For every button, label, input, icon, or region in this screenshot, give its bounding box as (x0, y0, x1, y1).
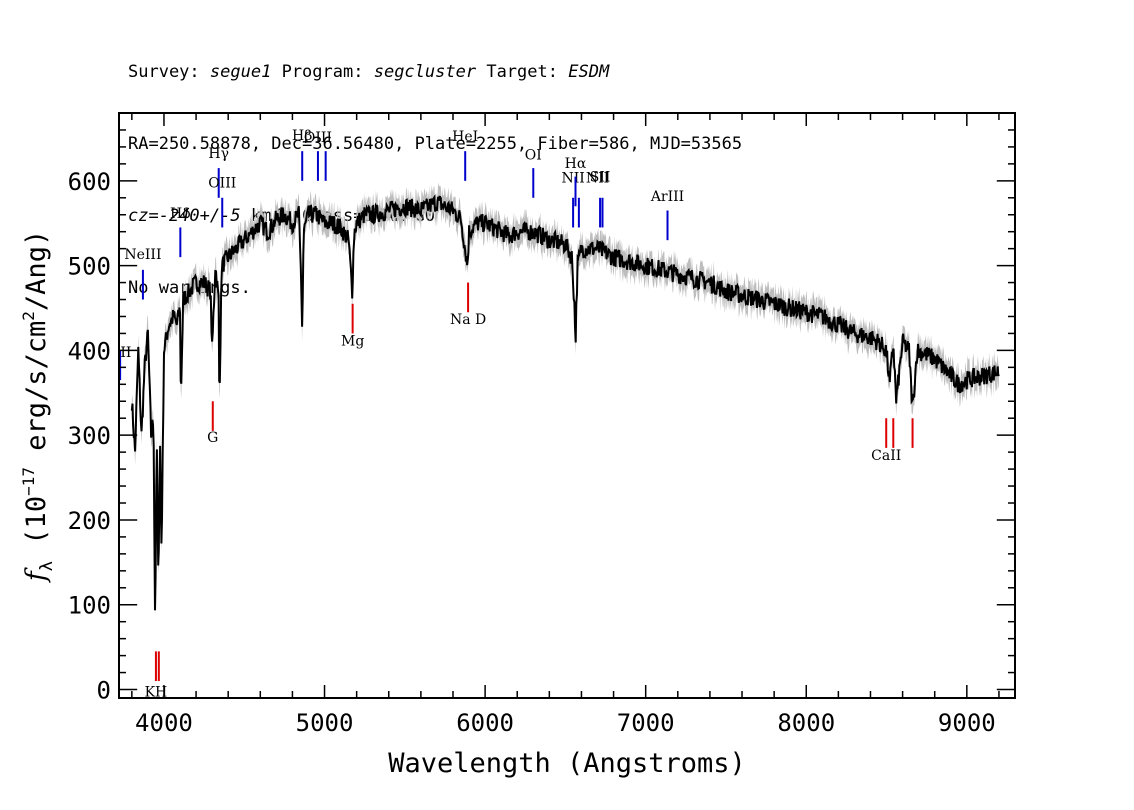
absorption-line-label: G (207, 430, 218, 446)
flux-line (130, 194, 1000, 611)
y-axis-title: fλ (10−17 erg/s/cm2/Ang) (19, 230, 57, 583)
emission-line-label: Hδ (170, 206, 191, 222)
emission-line-label: Hγ (208, 146, 229, 162)
emission-line-label: Hα (565, 156, 587, 172)
emission-line-label: OI (525, 148, 542, 164)
y-axis-suffix: /Ang) (21, 230, 52, 311)
program-label: Program: (281, 62, 364, 82)
emission-line-label: OIII (304, 130, 332, 146)
target-label: Target: (486, 62, 558, 82)
plot-frame (118, 112, 1016, 699)
emission-line-label: NII (586, 171, 609, 187)
y-axis-prefix: (10 (21, 496, 52, 561)
emission-line-label: OII (109, 345, 132, 361)
emission-line-label: HeI (452, 129, 478, 145)
y-tick-label: 0 (97, 677, 111, 705)
emission-line-label: OIII (208, 176, 236, 192)
target-value: ESDM (568, 62, 610, 82)
absorption-line-label: CaII (871, 448, 901, 464)
program-value: segcluster (373, 62, 477, 82)
absorption-line-label: Na D (450, 312, 486, 328)
header-line-coordinates: RA=250.58878, Dec=36.56480, Plate=2255, … (128, 134, 743, 154)
x-tick-label: 5000 (296, 709, 354, 737)
y-axis-exponent: −17 (19, 467, 38, 496)
survey-label: Survey: (128, 62, 200, 82)
emission-line-label: NII (561, 171, 584, 187)
y-tick-label: 200 (68, 507, 111, 535)
y-tick-label: 300 (68, 422, 111, 450)
cz-value: -240+/-5 (158, 206, 241, 226)
x-tick-label: 7000 (617, 709, 675, 737)
axis-labels: 4000 5000 6000 7000 8000 9000 0 100 200 300 400 500… (19, 168, 996, 779)
header-line-survey: Survey: segue1 Program: segcluster Targe… (128, 60, 1108, 84)
y-axis-symbol: f (21, 567, 52, 583)
y-axis-subscript: λ (37, 561, 57, 571)
x-axis-title: Wavelength (Angstroms) (388, 748, 746, 779)
y-tick-label: 100 (68, 592, 111, 620)
y-tick-label: 500 (68, 253, 111, 281)
absorption-line-label: Mg (341, 333, 364, 349)
y-axis-middle: erg/s/cm (21, 321, 52, 467)
emission-line-label: ArIII (650, 189, 684, 205)
x-tick-label: 8000 (777, 709, 835, 737)
emission-line-label: SII (590, 170, 611, 186)
x-tick-label: 6000 (456, 709, 514, 737)
emission-line-label: Hβ (292, 128, 312, 144)
absorption-line-label: KH (145, 684, 168, 700)
y-axis-exponent2: 2 (19, 311, 38, 321)
survey-value: segue1 (209, 62, 272, 82)
emission-line-label: NeIII (124, 247, 161, 263)
x-tick-label: 9000 (938, 709, 996, 737)
y-tick-label: 600 (68, 168, 111, 196)
cz-label: cz= (128, 206, 159, 226)
x-tick-label: 4000 (135, 709, 193, 737)
y-tick-label: 400 (68, 337, 111, 365)
